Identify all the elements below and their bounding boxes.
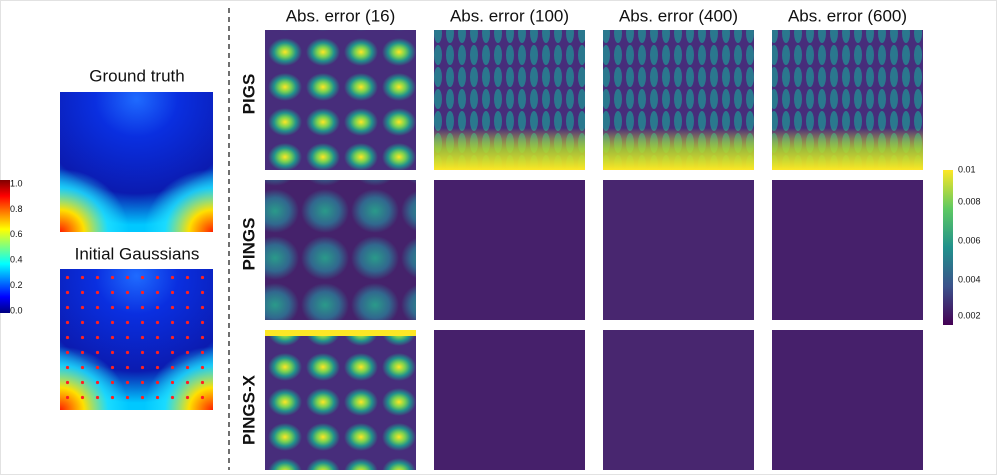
- error-map: [772, 30, 923, 170]
- colorbar-tick-label: 0.4: [10, 255, 23, 265]
- error-map: [603, 330, 754, 470]
- colorbar-tick-label: 1.0: [10, 178, 23, 188]
- error-map: [265, 330, 416, 470]
- row-label: PINGS: [239, 218, 258, 271]
- colorbar-tick-label: 0.008: [958, 196, 981, 206]
- error-map: [434, 180, 585, 320]
- row-label: PIGS: [239, 74, 258, 115]
- column-header: Abs. error (100): [450, 6, 569, 25]
- error-map: [434, 330, 585, 470]
- colorbar-tick-label: 0.0: [10, 305, 23, 315]
- panel-title: Initial Gaussians: [75, 244, 200, 263]
- error-map: [265, 30, 416, 170]
- error-map: [772, 180, 923, 320]
- panel-title: Ground truth: [89, 66, 184, 85]
- colorbar-tick-label: 0.002: [958, 310, 981, 320]
- ground-truth-image: [60, 92, 213, 232]
- gaussian-centers: [60, 269, 213, 410]
- column-header: Abs. error (400): [619, 6, 738, 25]
- colorbar-tick-label: 0.2: [10, 280, 23, 290]
- error-map: [603, 30, 754, 170]
- column-header: Abs. error (16): [286, 6, 396, 25]
- error-map: [434, 30, 585, 170]
- colorbar-tick-label: 0.004: [958, 274, 981, 284]
- error-map: [265, 330, 416, 336]
- error-map: [772, 330, 923, 470]
- colorbar: [943, 170, 953, 325]
- error-map: [265, 180, 416, 320]
- colorbar-tick-label: 0.6: [10, 229, 23, 239]
- row-label: PINGS-X: [239, 374, 258, 445]
- error-map: [603, 180, 754, 320]
- colorbar-tick-label: 0.006: [958, 235, 981, 245]
- colorbar-tick-label: 0.01: [958, 164, 976, 174]
- column-header: Abs. error (600): [788, 6, 907, 25]
- colorbar-tick-label: 0.8: [10, 204, 23, 214]
- colorbar: [0, 180, 10, 313]
